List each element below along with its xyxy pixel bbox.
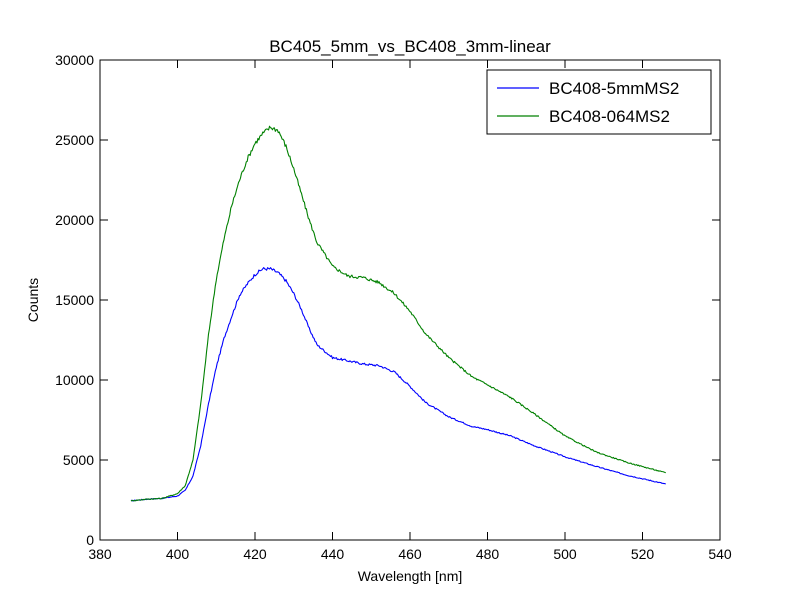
series-line-2 <box>130 125 666 502</box>
y-tick-label: 5000 <box>63 452 94 468</box>
x-tick-label: 420 <box>243 546 267 562</box>
y-tick-label: 15000 <box>55 292 94 308</box>
legend-box <box>486 69 712 135</box>
legend-label-1: BC408-5mmMS2 <box>549 79 679 98</box>
x-tick-label: 440 <box>321 546 345 562</box>
x-tick-label: 460 <box>398 546 422 562</box>
chart-title: BC405_5mm_vs_BC408_3mm-linear <box>269 37 551 56</box>
x-tick-label: 380 <box>88 546 112 562</box>
x-tick-label: 540 <box>708 546 732 562</box>
y-axis-label: Counts <box>25 278 41 322</box>
x-tick-label: 480 <box>476 546 500 562</box>
y-tick-label: 30000 <box>55 52 94 68</box>
x-tick-label: 520 <box>631 546 655 562</box>
axes-layer: 380 400 420 440 460 480 500 520 540 0 5000 10000 150… <box>55 52 732 562</box>
x-tick-label: 400 <box>166 546 190 562</box>
y-tick-label: 0 <box>86 532 94 548</box>
legend-label-2: BC408-064MS2 <box>549 107 670 126</box>
y-tick-label: 10000 <box>55 372 94 388</box>
y-tick-label: 20000 <box>55 212 94 228</box>
x-axis-label: Wavelength [nm] <box>358 568 463 584</box>
series-line-1 <box>130 267 666 502</box>
legend: BC408-5mmMS2 BC408-064MS2 <box>486 69 712 135</box>
x-tick-label: 500 <box>553 546 577 562</box>
y-tick-label: 25000 <box>55 132 94 148</box>
series-layer <box>130 125 666 502</box>
